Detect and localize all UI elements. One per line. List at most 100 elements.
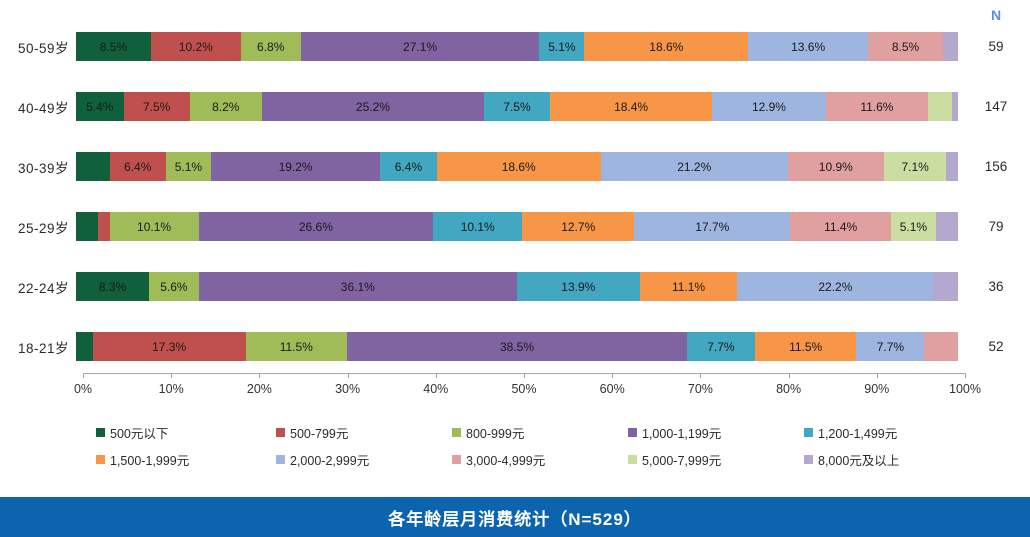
legend-swatch — [452, 428, 461, 437]
table-row: 22-24岁 8.3% 5.6% 36.1% 13.9% 11.1% 22.2% 36 — [0, 272, 1030, 301]
axis-tick-label: 90% — [864, 382, 890, 396]
stacked-bar: 17.3% 11.5% 38.5% 7.7% 11.5% 7.7% — [76, 332, 958, 361]
bar-segment: 25.2% — [261, 92, 484, 121]
axis-tick — [435, 373, 437, 378]
axis-tick — [612, 373, 614, 378]
bar-segment — [98, 212, 110, 241]
legend-item: 1,500-1,999元 — [96, 451, 276, 468]
bar-segment: 38.5% — [347, 332, 687, 361]
legend-item: 2,000-2,999元 — [276, 451, 452, 468]
legend-label: 800-999元 — [466, 427, 525, 441]
axis-tick — [259, 373, 261, 378]
axis-tick — [83, 373, 84, 378]
axis-tick — [171, 373, 173, 378]
legend-swatch — [96, 428, 105, 437]
category-label: 22-24岁 — [17, 280, 69, 296]
legend-swatch — [628, 428, 637, 437]
bar-segment: 11.5% — [245, 332, 348, 361]
legend-item: 500-799元 — [276, 424, 452, 441]
bar-segment: 10.2% — [150, 32, 241, 61]
legend-swatch — [804, 455, 813, 464]
bar-segment: 10.1% — [433, 212, 523, 241]
bar-segment — [76, 152, 110, 181]
table-row: 40-49岁 5.4% 7.5% 8.2% 25.2% 7.5% 18.4% 12.9% 11.… — [0, 92, 1030, 121]
n-value: 156 — [984, 159, 1008, 174]
axis-tick-label: 80% — [776, 382, 802, 396]
n-column-header: N — [990, 7, 1002, 23]
bar-segment — [924, 332, 958, 361]
legend-swatch — [628, 455, 637, 464]
bar-segment: 11.1% — [639, 272, 738, 301]
bar-segment: 10.1% — [109, 212, 199, 241]
legend-item: 1,000-1,199元 — [628, 424, 804, 441]
bar-segment: 11.5% — [754, 332, 857, 361]
bar-segment: 17.3% — [92, 332, 246, 361]
legend-swatch — [452, 455, 461, 464]
table-row: 18-21岁 17.3% 11.5% 38.5% 7.7% 11.5% 7.7% 52 — [0, 332, 1030, 361]
legend-label: 3,000-4,999元 — [466, 454, 546, 468]
chart-legend: 500元以下 500-799元 800-999元 1,000-1,199元 1,200-… — [96, 424, 976, 468]
legend-swatch — [804, 428, 813, 437]
bar-segment: 12.9% — [712, 92, 826, 121]
bar-segment: 18.6% — [436, 152, 601, 181]
axis-tick — [347, 373, 349, 378]
stacked-bar: 8.5% 10.2% 6.8% 27.1% 5.1% 18.6% 13.6% 8.5% — [76, 32, 958, 61]
legend-item: 8,000元及以上 — [804, 451, 976, 468]
axis-tick — [524, 373, 525, 378]
bar-segment — [942, 32, 958, 61]
axis-tick — [700, 373, 702, 378]
axis-tick — [965, 373, 966, 378]
bar-segment: 19.2% — [210, 152, 381, 181]
axis-tick-label: 70% — [687, 382, 713, 396]
legend-label: 500元以下 — [110, 427, 169, 441]
bar-segment: 7.7% — [856, 332, 925, 361]
category-label: 50-59岁 — [17, 40, 69, 56]
table-row: 25-29岁 10.1% 26.6% 10.1% 12.7% 17.7% 11.4% 5.1%… — [0, 212, 1030, 241]
legend-swatch — [96, 455, 105, 464]
stacked-bar: 10.1% 26.6% 10.1% 12.7% 17.7% 11.4% 5.1% — [76, 212, 958, 241]
n-value: 59 — [988, 39, 1004, 54]
axis-tick-label: 0% — [73, 382, 93, 396]
legend-item: 800-999元 — [452, 424, 628, 441]
legend-swatch — [276, 455, 285, 464]
bar-segment: 5.6% — [149, 272, 199, 301]
bar-segment: 7.7% — [686, 332, 755, 361]
bar-segment: 22.2% — [737, 272, 934, 301]
stacked-bar: 6.4% 5.1% 19.2% 6.4% 18.6% 21.2% 10.9% 7.1% — [76, 152, 958, 181]
n-value: 147 — [984, 99, 1008, 114]
bar-segment — [76, 332, 93, 361]
legend-label: 1,500-1,999元 — [110, 454, 190, 468]
chart-title: 各年龄层月消费统计（N=529） — [388, 509, 642, 529]
category-label: 30-39岁 — [17, 160, 69, 176]
bar-segment: 6.8% — [240, 32, 301, 61]
bar-segment: 13.9% — [516, 272, 640, 301]
n-value: 36 — [988, 279, 1004, 294]
stacked-bar: 8.3% 5.6% 36.1% 13.9% 11.1% 22.2% — [76, 272, 958, 301]
bar-rows: 50-59岁 8.5% 10.2% 6.8% 27.1% 5.1% 18.6% 13.6% 8.… — [0, 32, 1030, 392]
bar-segment: 18.4% — [550, 92, 713, 121]
n-value: 79 — [988, 219, 1004, 234]
axis-tick-label: 20% — [246, 382, 272, 396]
axis-tick-label: 100% — [949, 382, 981, 396]
bar-segment: 11.4% — [790, 212, 891, 241]
bar-segment: 17.7% — [634, 212, 791, 241]
legend-item: 500元以下 — [96, 424, 276, 441]
axis-tick-label: 10% — [158, 382, 184, 396]
bar-segment — [935, 212, 958, 241]
bar-segment: 11.6% — [825, 92, 928, 121]
footer-title-bar: 各年龄层月消费统计（N=529） — [0, 497, 1030, 537]
bar-segment — [951, 92, 958, 121]
bar-segment: 8.2% — [189, 92, 262, 121]
legend-label: 5,000-7,999元 — [642, 454, 722, 468]
category-label: 18-21岁 — [17, 340, 69, 356]
bar-segment: 6.4% — [109, 152, 166, 181]
legend-label: 2,000-2,999元 — [290, 454, 370, 468]
category-label: 40-49岁 — [17, 100, 69, 116]
bar-segment: 21.2% — [600, 152, 788, 181]
bar-segment: 36.1% — [198, 272, 517, 301]
legend-item: 5,000-7,999元 — [628, 451, 804, 468]
axis-tick — [788, 373, 790, 378]
bar-segment: 6.4% — [380, 152, 437, 181]
bar-segment: 13.6% — [748, 32, 869, 61]
bar-segment: 12.7% — [522, 212, 635, 241]
